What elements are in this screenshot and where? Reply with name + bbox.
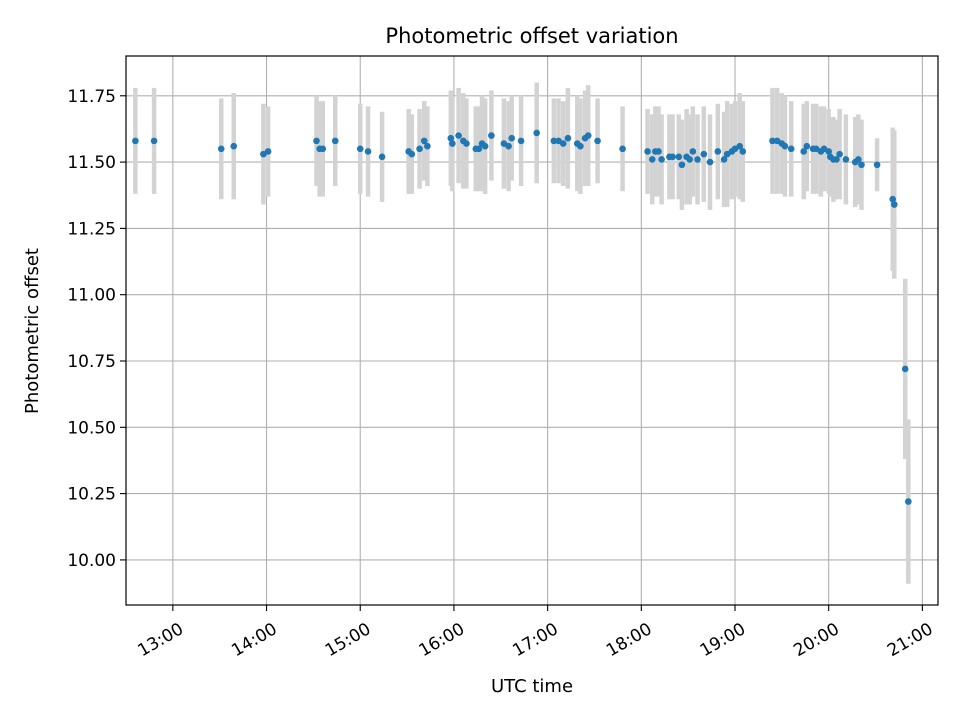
y-tick-label: 10.25 xyxy=(67,485,116,505)
data-point xyxy=(901,365,909,373)
data-point xyxy=(408,150,416,158)
data-point xyxy=(475,145,483,153)
data-point xyxy=(689,148,697,155)
data-point xyxy=(787,145,795,153)
data-point xyxy=(420,137,428,145)
data-point xyxy=(858,161,865,169)
data-point xyxy=(150,137,158,145)
data-point xyxy=(769,137,776,145)
data-point xyxy=(739,148,747,155)
data-point xyxy=(364,148,372,155)
y-tick-label: 11.25 xyxy=(67,219,116,239)
data-point xyxy=(855,156,862,163)
data-point xyxy=(584,132,592,139)
data-point xyxy=(488,132,495,139)
y-tick-label: 10.00 xyxy=(67,551,116,571)
data-point xyxy=(781,142,789,150)
data-point xyxy=(481,142,489,150)
y-axis-ticks: 10.00 10.25 10.50 10.75 11.00 11.25 11.50 11.75 xyxy=(67,87,126,571)
data-point xyxy=(644,148,651,155)
data-point xyxy=(675,153,683,161)
data-point xyxy=(803,142,811,150)
data-point xyxy=(447,134,455,142)
data-point xyxy=(517,137,525,145)
data-point xyxy=(508,134,515,142)
data-point xyxy=(836,150,843,158)
x-axis-label: UTC time xyxy=(491,676,573,697)
data-point xyxy=(132,137,139,145)
data-point xyxy=(378,153,386,161)
data-point xyxy=(619,145,626,153)
chart-title: Photometric offset variation xyxy=(385,24,678,48)
y-tick-label: 10.50 xyxy=(67,418,116,438)
data-point xyxy=(648,156,656,163)
y-axis-label: Photometric offset xyxy=(22,248,43,414)
data-point xyxy=(424,142,431,150)
data-point xyxy=(533,129,540,137)
y-tick-label: 11.00 xyxy=(67,286,116,306)
data-point xyxy=(800,148,808,155)
data-point xyxy=(550,137,558,145)
data-point xyxy=(714,148,722,155)
data-point xyxy=(655,148,662,155)
data-point xyxy=(833,156,840,163)
y-tick-label: 10.75 xyxy=(67,352,116,372)
y-tick-label: 11.75 xyxy=(67,87,116,107)
data-point xyxy=(669,153,676,161)
plot-frame xyxy=(125,55,939,606)
data-point xyxy=(217,145,225,153)
data-point xyxy=(694,156,701,163)
data-point xyxy=(889,195,897,203)
data-point xyxy=(449,140,456,147)
data-point xyxy=(658,156,665,163)
data-point xyxy=(700,150,708,158)
data-point xyxy=(905,498,912,505)
data-point xyxy=(873,161,881,169)
data-point xyxy=(356,145,364,153)
data-point xyxy=(331,137,339,145)
data-point xyxy=(559,140,567,147)
data-points xyxy=(132,129,912,505)
data-point xyxy=(577,142,584,150)
data-point xyxy=(416,145,423,153)
data-point xyxy=(505,142,512,150)
data-point xyxy=(319,145,327,153)
data-point xyxy=(564,134,572,142)
data-point xyxy=(686,156,694,163)
data-point xyxy=(825,148,832,155)
y-tick-label: 11.50 xyxy=(67,153,116,173)
data-point xyxy=(313,137,320,145)
data-point xyxy=(594,137,601,145)
data-point xyxy=(463,140,470,147)
data-point xyxy=(842,156,850,163)
data-point xyxy=(720,156,728,163)
data-point xyxy=(455,132,462,139)
data-point xyxy=(264,148,272,155)
data-point xyxy=(890,201,898,208)
data-point xyxy=(706,158,714,166)
data-point xyxy=(230,142,238,150)
data-point xyxy=(678,161,686,169)
data-point xyxy=(736,142,743,150)
